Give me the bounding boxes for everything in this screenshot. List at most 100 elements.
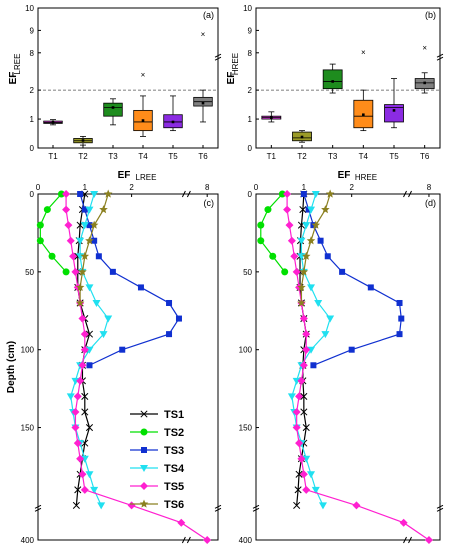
y-axis-label: Depth (cm) (6, 341, 17, 393)
axis-break-mark (403, 536, 407, 544)
y-tick-label: 0 (30, 190, 35, 199)
plot-frame (255, 193, 441, 541)
data-point-TS3 (300, 191, 307, 197)
data-point-TS3 (317, 237, 324, 244)
data-point-TS3 (396, 331, 403, 338)
data-point-TS3 (175, 315, 182, 322)
data-point-TS3 (367, 284, 374, 291)
data-point-TS5 (71, 423, 80, 432)
axis-break-mark (34, 507, 42, 512)
y-tick-label: 50 (243, 268, 252, 277)
outlier: × (422, 43, 427, 52)
data-point-TS5 (80, 345, 89, 354)
y-tick-label: 400 (239, 536, 253, 545)
box-T3 (322, 69, 343, 90)
panel-label: (c) (204, 198, 215, 208)
axis-break-mark (214, 53, 222, 58)
data-point-TS6 (306, 236, 316, 245)
x-tick-label: 0 (36, 183, 41, 192)
panel-label: (b) (425, 10, 436, 20)
data-point-TS4 (302, 455, 311, 463)
data-point-TS1 (295, 470, 303, 478)
data-point-TS5 (78, 361, 87, 370)
data-point-TS5 (73, 392, 82, 401)
x-tick-label: T5 (389, 152, 399, 161)
data-point-TS1 (299, 206, 307, 214)
axis-break-mark (436, 56, 444, 61)
data-point-TS4 (90, 486, 99, 494)
data-point-TS6 (325, 189, 335, 198)
x-tick-label: T6 (420, 152, 430, 161)
data-point-TS1 (72, 501, 80, 509)
data-point-TS5 (352, 501, 361, 510)
data-point-TS4 (97, 502, 106, 510)
data-point-TS5 (399, 518, 408, 527)
data-point-TS1 (302, 423, 310, 432)
y-tick-label: 100 (239, 346, 253, 355)
y-tick-label: 100 (21, 346, 35, 355)
data-point-TS6 (99, 205, 108, 214)
data-point-TS3 (137, 284, 144, 291)
data-point-TS5 (80, 485, 89, 494)
x-axis-label: EF (338, 170, 351, 181)
data-point-TS3 (396, 299, 403, 306)
y-tick-label: 9 (30, 26, 35, 35)
data-point-TS5 (78, 314, 87, 323)
data-point-TS4 (326, 315, 335, 323)
y-axis-label: EF (226, 72, 237, 85)
data-point-TS4 (307, 206, 316, 214)
data-point-TS6 (78, 267, 87, 276)
y-axis-label: EF (8, 72, 19, 85)
data-point-TS2 (278, 190, 286, 198)
x-tick-label: 0 (254, 183, 259, 192)
data-point-TS3 (77, 191, 84, 197)
legend-label-TS1: TS1 (164, 409, 184, 421)
data-point-TS2 (36, 221, 44, 229)
data-point-TS5 (302, 485, 311, 494)
mean-marker (81, 139, 85, 142)
x-tick-label: T5 (168, 152, 178, 161)
data-point-TS1 (85, 423, 94, 432)
x-tick-label: 2 (129, 183, 134, 192)
data-point-TS5 (283, 205, 292, 214)
data-point-TS5 (297, 454, 306, 463)
x-axis-label: EF (118, 170, 131, 181)
plot-frame (37, 193, 219, 541)
data-point-TS5 (302, 330, 311, 339)
panel-label: (d) (425, 198, 436, 208)
y-tick-label: 400 (21, 536, 35, 545)
data-point-TS5 (69, 252, 78, 261)
data-point-TS5 (292, 267, 301, 276)
data-point-TS4 (76, 237, 85, 245)
data-point-TS1 (300, 408, 308, 416)
data-point-TS5 (299, 470, 308, 479)
data-point-TS4 (302, 222, 311, 230)
y-tick-label: 8 (30, 49, 35, 58)
data-point-TS5 (62, 205, 71, 214)
x-axis-label-sub: LREE (136, 173, 157, 182)
legend-label-TS6: TS6 (164, 499, 184, 511)
data-point-TS6 (75, 298, 85, 307)
data-point-TS4 (307, 284, 316, 292)
x-tick-label: 2 (349, 183, 354, 192)
data-point-TS4 (85, 206, 94, 214)
y-tick-label: 0 (248, 190, 253, 199)
data-point-TS5 (80, 330, 89, 339)
x-tick-label: 1 (83, 183, 88, 192)
data-point-TS5 (64, 221, 73, 230)
data-point-TS6 (321, 205, 330, 214)
axis-break-mark (214, 56, 222, 61)
panel-label: (a) (203, 10, 214, 20)
data-point-TS3 (166, 331, 173, 338)
data-point-TS5 (302, 345, 311, 354)
data-point-TS1 (85, 330, 94, 338)
mean-marker (300, 135, 304, 139)
data-point-TS6 (301, 251, 311, 260)
series-line-TS2 (260, 193, 286, 273)
data-point-TS4 (90, 191, 99, 198)
mean-marker (111, 106, 115, 109)
y-tick-label: 1 (248, 115, 253, 124)
y-tick-label: 150 (239, 424, 253, 433)
data-point-TS5 (299, 361, 308, 370)
axis-break-mark (34, 504, 42, 509)
